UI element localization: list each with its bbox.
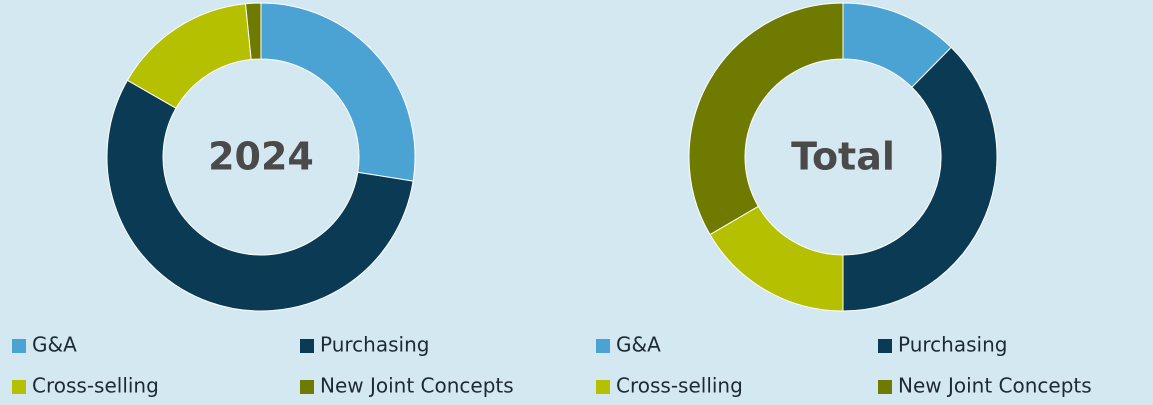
legend-label: Cross-selling — [616, 374, 743, 398]
legend-label: Cross-selling — [32, 374, 159, 398]
legend-label: G&A — [616, 333, 661, 357]
legend-swatch — [878, 380, 892, 394]
legend-label: Purchasing — [898, 333, 1007, 357]
center-label: Total — [791, 135, 895, 179]
legend-swatch — [596, 380, 610, 394]
legend-label: New Joint Concepts — [898, 374, 1092, 398]
donut-slice — [688, 2, 844, 236]
legend-swatch — [596, 339, 610, 353]
legend-label: Purchasing — [320, 333, 429, 357]
center-label: 2024 — [208, 135, 314, 179]
legend-swatch — [300, 380, 314, 394]
legend-swatch — [300, 339, 314, 353]
legend-swatch — [12, 339, 26, 353]
donut-slice — [244, 2, 262, 61]
legend-label: G&A — [32, 333, 77, 357]
legend-label: New Joint Concepts — [320, 374, 514, 398]
donut-slice — [842, 46, 998, 312]
legend-swatch — [12, 380, 26, 394]
legend-swatch — [878, 339, 892, 353]
donut-slice — [260, 2, 416, 182]
donut-slice — [106, 79, 414, 312]
